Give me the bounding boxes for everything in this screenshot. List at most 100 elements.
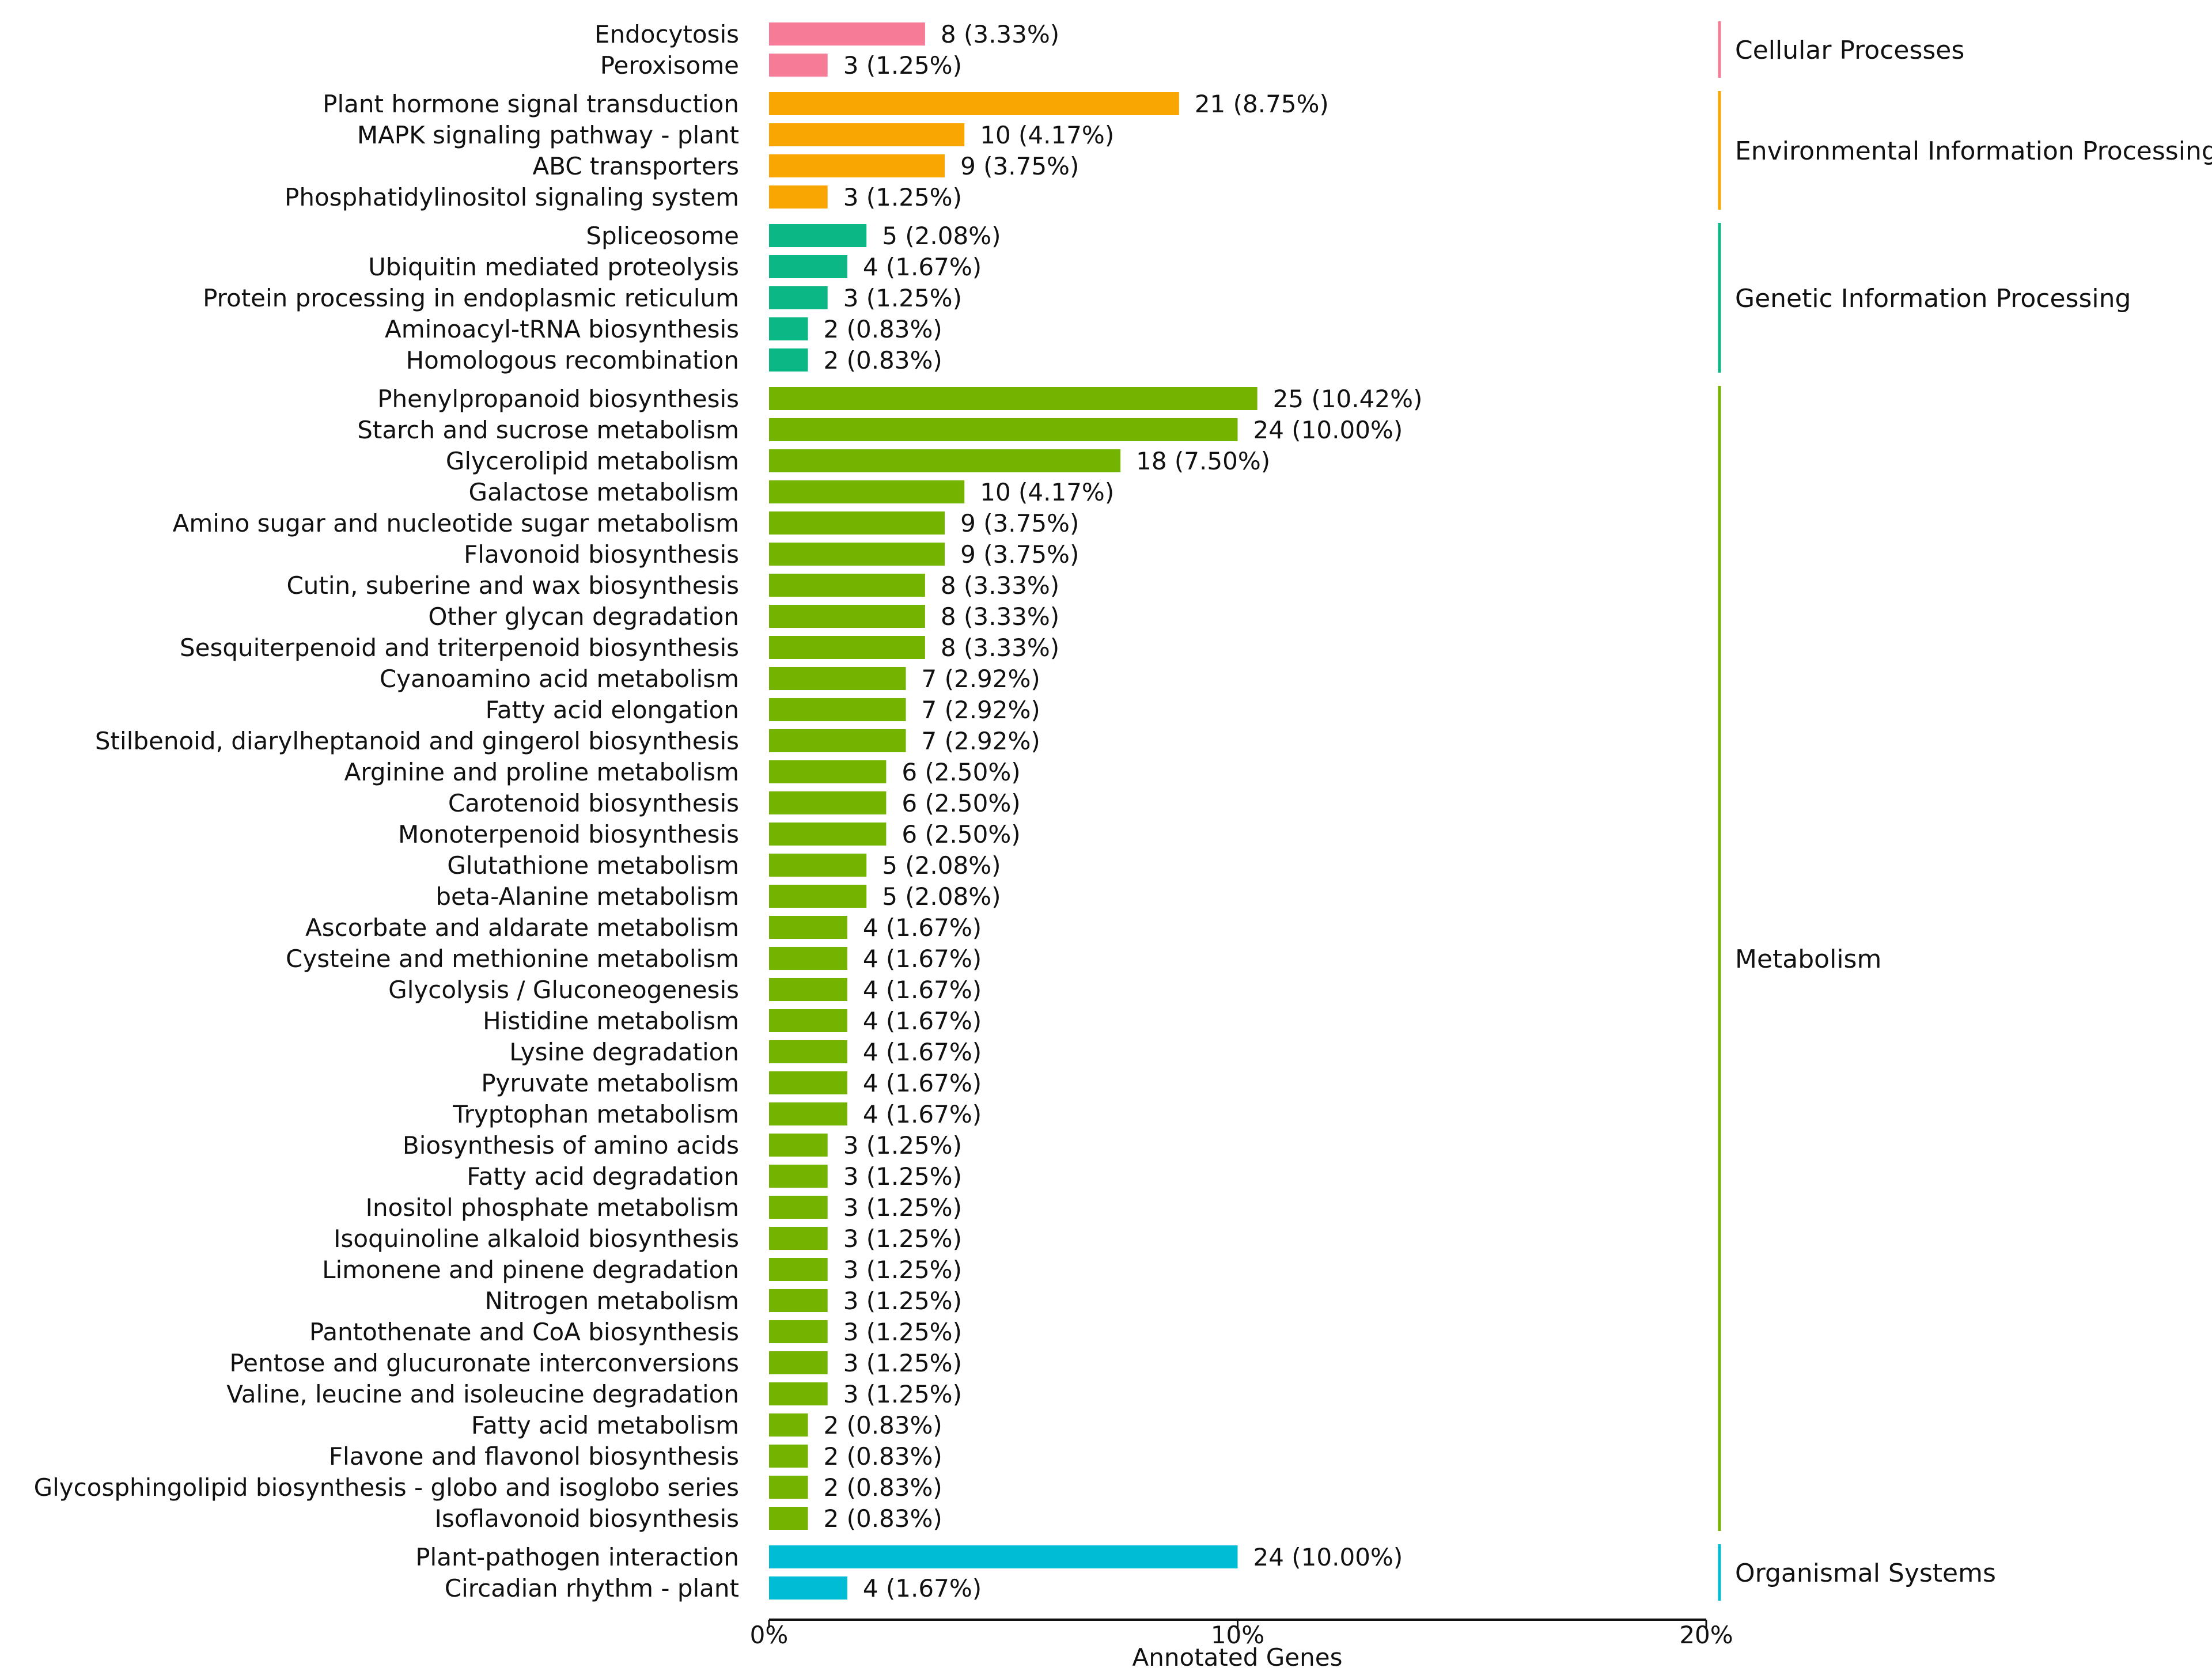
- category-label: Aminoacyl-tRNA biosynthesis: [385, 315, 739, 343]
- value-label: 4 (1.67%): [863, 1038, 982, 1066]
- value-label: 4 (1.67%): [863, 945, 982, 973]
- value-label: 2 (0.83%): [824, 1504, 942, 1533]
- category-label: Peroxisome: [600, 51, 739, 79]
- category-label: Homologous recombination: [406, 346, 739, 374]
- bar-3-0: [769, 387, 1257, 410]
- x-axis: Annotated Genes 0% 10% 20%: [750, 1619, 1733, 1672]
- category-label: Other glycan degradation: [428, 602, 739, 631]
- category-label: Pentose and glucuronate interconversions: [229, 1349, 739, 1377]
- value-label: 9 (3.75%): [960, 540, 1079, 568]
- value-label: 4 (1.67%): [863, 253, 982, 281]
- bar-3-22: [769, 1071, 847, 1094]
- category-labels-layer: Endocytosis Peroxisome Plant hormone signa…: [34, 20, 739, 1602]
- category-label: Spliceosome: [586, 222, 739, 250]
- bar-3-31: [769, 1351, 828, 1374]
- value-label: 2 (0.83%): [824, 315, 942, 343]
- bar-3-33: [769, 1413, 808, 1437]
- value-label: 3 (1.25%): [843, 183, 962, 211]
- value-label: 8 (3.33%): [941, 571, 1059, 600]
- bar-3-24: [769, 1134, 828, 1157]
- category-label: Amino sugar and nucleotide sugar metabol…: [173, 509, 739, 537]
- bar-3-19: [769, 978, 847, 1001]
- value-label: 4 (1.67%): [863, 1007, 982, 1035]
- value-label: 5 (2.08%): [882, 882, 1001, 911]
- bar-3-8: [769, 636, 925, 659]
- bar-0-0: [769, 22, 925, 46]
- value-label: 4 (1.67%): [863, 1069, 982, 1097]
- group-brackets-layer: Cellular Processes Environmental Informat…: [1718, 21, 2212, 1601]
- category-label: ABC transporters: [532, 152, 739, 180]
- category-label: Carotenoid biosynthesis: [448, 789, 739, 817]
- bar-2-1: [769, 255, 847, 278]
- value-label: 8 (3.33%): [941, 634, 1059, 662]
- bars-layer: [769, 22, 1257, 1600]
- value-label: 4 (1.67%): [863, 1574, 982, 1602]
- category-label: Valine, leucine and isoleucine degradati…: [226, 1380, 739, 1408]
- bar-3-20: [769, 1009, 847, 1032]
- value-label: 4 (1.67%): [863, 976, 982, 1004]
- category-label: Plant hormone signal transduction: [323, 90, 739, 118]
- bar-1-3: [769, 185, 828, 209]
- bar-3-18: [769, 947, 847, 970]
- category-label: Endocytosis: [594, 20, 739, 48]
- value-label: 2 (0.83%): [824, 1442, 942, 1470]
- bar-3-6: [769, 574, 925, 597]
- value-label: 25 (10.42%): [1273, 385, 1423, 413]
- category-label: Arginine and proline metabolism: [344, 758, 739, 786]
- bar-3-27: [769, 1227, 828, 1250]
- value-label: 3 (1.25%): [843, 51, 962, 79]
- bar-3-35: [769, 1476, 808, 1499]
- category-label: Protein processing in endoplasmic reticu…: [203, 284, 739, 312]
- category-label: Fatty acid degradation: [467, 1162, 739, 1191]
- bar-3-1: [769, 418, 1238, 441]
- value-label: 6 (2.50%): [902, 758, 1020, 786]
- category-label: Galactose metabolism: [469, 478, 739, 506]
- value-label: 7 (2.92%): [922, 665, 1040, 693]
- category-label: Pyruvate metabolism: [481, 1069, 739, 1097]
- category-label: Glycosphingolipid biosynthesis - globo a…: [34, 1473, 739, 1502]
- value-label: 2 (0.83%): [824, 1473, 942, 1502]
- bar-2-4: [769, 348, 808, 372]
- value-label: 3 (1.25%): [843, 1287, 962, 1315]
- category-label: Fatty acid metabolism: [471, 1411, 739, 1439]
- x-axis-title: Annotated Genes: [1132, 1643, 1343, 1672]
- category-label: Circadian rhythm - plant: [445, 1574, 739, 1602]
- x-tick-label: 10%: [1211, 1621, 1264, 1649]
- bar-4-1: [769, 1576, 847, 1600]
- bar-3-30: [769, 1320, 828, 1343]
- bar-1-0: [769, 92, 1179, 115]
- value-label: 3 (1.25%): [843, 1193, 962, 1222]
- bar-2-0: [769, 224, 867, 247]
- category-label: Cyanoamino acid metabolism: [380, 665, 739, 693]
- bar-3-34: [769, 1445, 808, 1468]
- category-label: Inositol phosphate metabolism: [366, 1193, 739, 1222]
- group-label: Organismal Systems: [1735, 1559, 1996, 1588]
- value-label: 6 (2.50%): [902, 789, 1020, 817]
- category-label: Stilbenoid, diarylheptanoid and gingerol…: [95, 727, 739, 755]
- bar-1-1: [769, 123, 965, 146]
- bar-2-3: [769, 317, 808, 340]
- bar-3-15: [769, 854, 867, 877]
- category-label: Ascorbate and aldarate metabolism: [305, 914, 739, 942]
- value-label: 9 (3.75%): [960, 152, 1079, 180]
- bar-3-5: [769, 543, 945, 566]
- value-label: 8 (3.33%): [941, 602, 1059, 631]
- category-label: Monoterpenoid biosynthesis: [398, 820, 739, 848]
- category-label: Phosphatidylinositol signaling system: [285, 183, 739, 211]
- group-label: Genetic Information Processing: [1735, 284, 2131, 313]
- value-label: 7 (2.92%): [922, 727, 1040, 755]
- bar-3-29: [769, 1289, 828, 1312]
- bar-3-2: [769, 449, 1121, 472]
- value-label: 3 (1.25%): [843, 1380, 962, 1408]
- bar-3-11: [769, 729, 906, 752]
- category-label: beta-Alanine metabolism: [435, 882, 739, 911]
- value-label: 24 (10.00%): [1253, 1543, 1403, 1571]
- value-label: 8 (3.33%): [941, 20, 1059, 48]
- x-tick-label: 20%: [1679, 1621, 1733, 1649]
- category-label: Histidine metabolism: [483, 1007, 739, 1035]
- bar-3-17: [769, 916, 847, 939]
- value-label: 24 (10.00%): [1253, 416, 1403, 444]
- value-labels-layer: 8 (3.33%) 3 (1.25%) 21 (8.75%) 10 (4.17%) 9 …: [824, 20, 1423, 1602]
- value-label: 18 (7.50%): [1136, 447, 1270, 475]
